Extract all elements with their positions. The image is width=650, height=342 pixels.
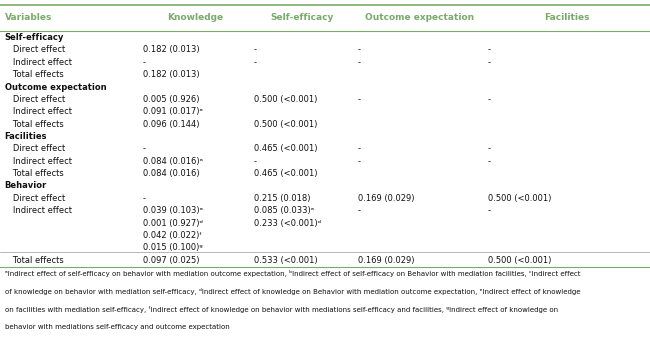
Text: -: -: [358, 157, 361, 166]
Text: -: -: [254, 157, 257, 166]
Text: -: -: [358, 144, 361, 153]
Text: 0.500 (<0.001): 0.500 (<0.001): [488, 194, 551, 203]
Text: 0.042 (0.022)ᶠ: 0.042 (0.022)ᶠ: [143, 231, 202, 240]
Text: 0.500 (<0.001): 0.500 (<0.001): [488, 256, 551, 265]
Text: 0.091 (0.017)ᵃ: 0.091 (0.017)ᵃ: [143, 107, 203, 116]
Text: -: -: [488, 58, 491, 67]
Text: -: -: [254, 45, 257, 54]
Text: -: -: [143, 144, 146, 153]
Text: 0.500 (<0.001): 0.500 (<0.001): [254, 120, 317, 129]
Text: -: -: [143, 58, 146, 67]
Text: Total effects: Total effects: [5, 169, 63, 178]
Text: 0.085 (0.033)ᵃ: 0.085 (0.033)ᵃ: [254, 206, 313, 215]
Text: -: -: [488, 206, 491, 215]
Text: -: -: [358, 206, 361, 215]
Text: Indirect effect: Indirect effect: [5, 58, 72, 67]
Text: 0.465 (<0.001): 0.465 (<0.001): [254, 144, 317, 153]
Text: 0.233 (<0.001)ᵈ: 0.233 (<0.001)ᵈ: [254, 219, 320, 227]
Text: 0.096 (0.144): 0.096 (0.144): [143, 120, 200, 129]
Text: 0.500 (<0.001): 0.500 (<0.001): [254, 95, 317, 104]
Text: -: -: [358, 95, 361, 104]
Text: Outcome expectation: Outcome expectation: [365, 13, 474, 23]
Text: -: -: [488, 144, 491, 153]
Text: -: -: [358, 58, 361, 67]
Text: Facilities: Facilities: [543, 13, 589, 23]
Text: Outcome expectation: Outcome expectation: [5, 82, 106, 92]
Text: -: -: [358, 45, 361, 54]
Text: Behavior: Behavior: [5, 182, 47, 190]
Text: 0.169 (0.029): 0.169 (0.029): [358, 256, 414, 265]
Text: Total effects: Total effects: [5, 256, 63, 265]
Text: Indirect effect: Indirect effect: [5, 206, 72, 215]
Text: 0.215 (0.018): 0.215 (0.018): [254, 194, 310, 203]
Text: 0.015 (0.100)ᵍ: 0.015 (0.100)ᵍ: [143, 243, 203, 252]
Text: 0.169 (0.029): 0.169 (0.029): [358, 194, 414, 203]
Text: 0.084 (0.016)ᵃ: 0.084 (0.016)ᵃ: [143, 157, 203, 166]
Text: Self-efficacy: Self-efficacy: [5, 33, 64, 42]
Text: -: -: [488, 95, 491, 104]
Text: Indirect effect: Indirect effect: [5, 107, 72, 116]
Text: 0.005 (0.926): 0.005 (0.926): [143, 95, 200, 104]
Text: Indirect effect: Indirect effect: [5, 157, 72, 166]
Text: Direct effect: Direct effect: [5, 144, 65, 153]
Text: Direct effect: Direct effect: [5, 194, 65, 203]
Text: Knowledge: Knowledge: [167, 13, 223, 23]
Text: 0.182 (0.013): 0.182 (0.013): [143, 70, 200, 79]
Text: Direct effect: Direct effect: [5, 95, 65, 104]
Text: -: -: [254, 58, 257, 67]
Text: ᵃIndirect effect of self-efficacy on behavior with mediation outcome expectation: ᵃIndirect effect of self-efficacy on beh…: [5, 271, 580, 277]
Text: Direct effect: Direct effect: [5, 45, 65, 54]
Text: -: -: [488, 157, 491, 166]
Text: 0.084 (0.016): 0.084 (0.016): [143, 169, 200, 178]
Text: Facilities: Facilities: [5, 132, 47, 141]
Text: Total effects: Total effects: [5, 70, 63, 79]
Text: on facilities with mediation self-efficacy, ᶠIndirect effect of knowledge on beh: on facilities with mediation self-effica…: [5, 306, 558, 313]
Text: 0.097 (0.025): 0.097 (0.025): [143, 256, 200, 265]
Text: Total effects: Total effects: [5, 120, 63, 129]
Text: 0.533 (<0.001): 0.533 (<0.001): [254, 256, 317, 265]
Text: Self-efficacy: Self-efficacy: [270, 13, 334, 23]
Text: Variables: Variables: [5, 13, 52, 23]
Text: -: -: [488, 45, 491, 54]
Text: behavior with mediations self-efficacy and outcome expectation: behavior with mediations self-efficacy a…: [5, 324, 229, 330]
Text: -: -: [143, 194, 146, 203]
Text: 0.465 (<0.001): 0.465 (<0.001): [254, 169, 317, 178]
Text: of knowledge on behavior with mediation self-efficacy, ᵈIndirect effect of knowl: of knowledge on behavior with mediation …: [5, 288, 580, 295]
Text: 0.001 (0.927)ᵈ: 0.001 (0.927)ᵈ: [143, 219, 203, 227]
Text: 0.182 (0.013): 0.182 (0.013): [143, 45, 200, 54]
Text: 0.039 (0.103)ᵃ: 0.039 (0.103)ᵃ: [143, 206, 203, 215]
